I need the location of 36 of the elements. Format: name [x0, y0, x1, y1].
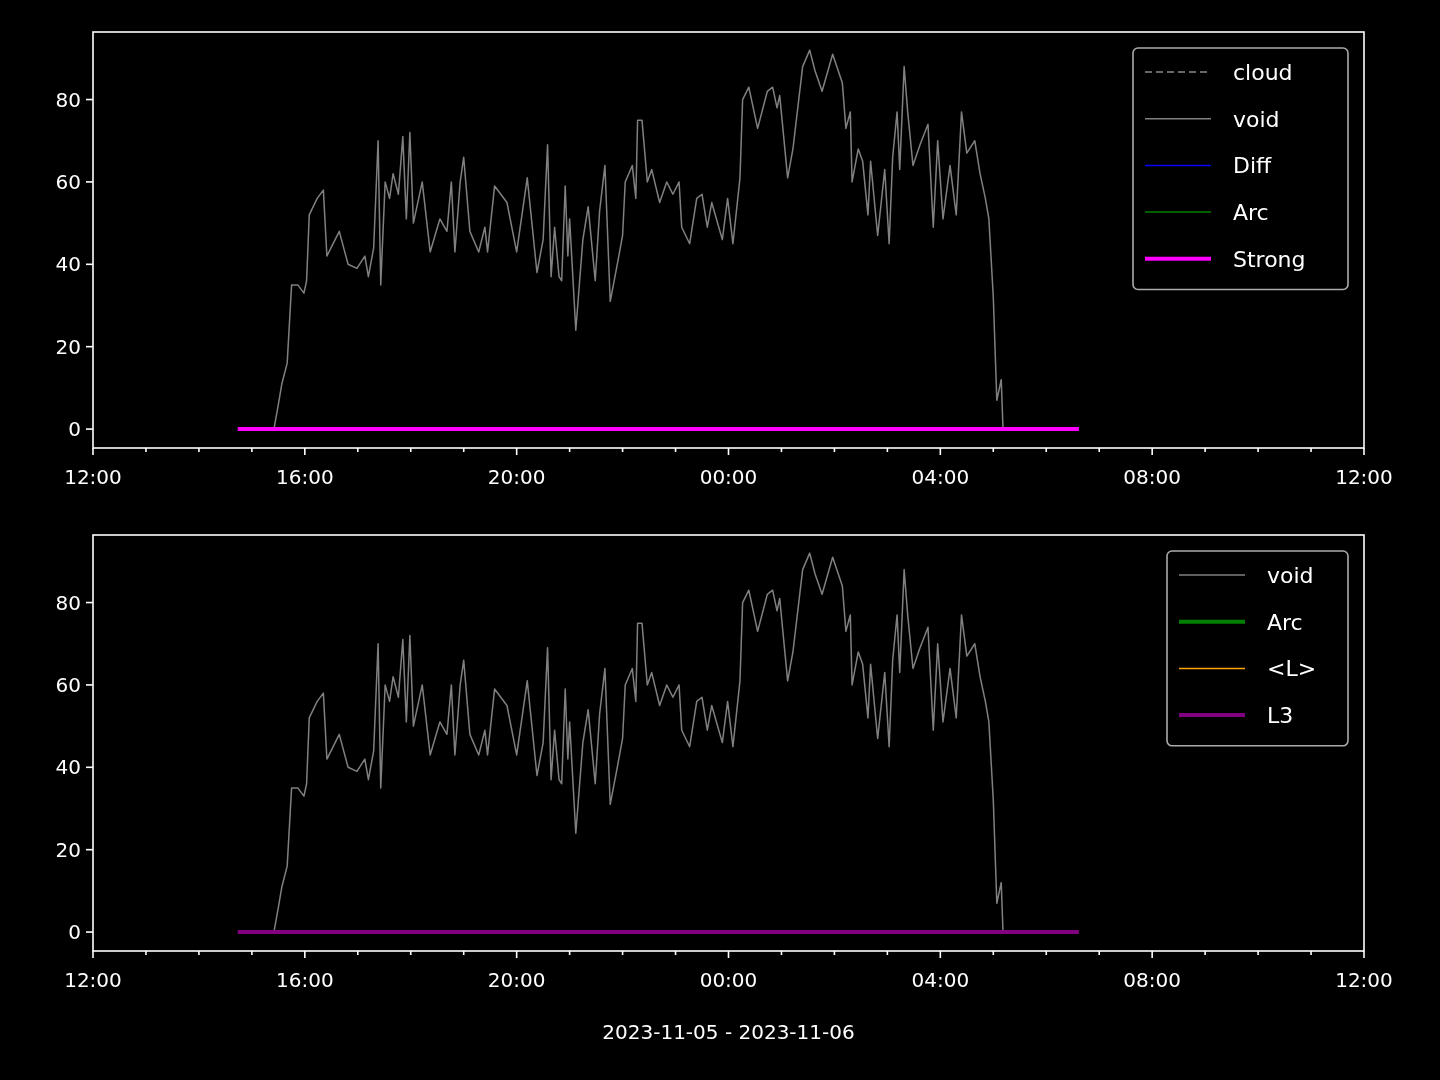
x-tick-label: 12:00 [64, 968, 122, 992]
x-tick-label: 20:00 [487, 465, 546, 489]
x-tick-label: 16:00 [276, 465, 334, 489]
x-tick-label: 08:00 [1123, 465, 1181, 489]
x-axis-title: 2023-11-05 - 2023-11-06 [602, 1020, 855, 1044]
y-tick-label: 80 [55, 87, 81, 112]
legend-label: void [1267, 563, 1314, 588]
legend-label: Arc [1233, 200, 1269, 226]
x-tick-label: 12:00 [1335, 465, 1393, 489]
y-tick-label: 0 [68, 920, 81, 945]
x-tick-label: 12:00 [1335, 968, 1393, 992]
y-tick-label: 60 [55, 169, 81, 194]
y-tick-label: 80 [55, 590, 81, 615]
y-tick-label: 40 [55, 755, 81, 780]
legend-label: Diff [1233, 153, 1273, 179]
x-tick-label: 20:00 [487, 968, 546, 992]
x-tick-label: 04:00 [911, 968, 970, 992]
x-tick-label: 04:00 [911, 465, 970, 489]
y-tick-label: 20 [55, 837, 81, 862]
line-series [273, 49, 1004, 430]
legend-label: cloud [1233, 60, 1293, 85]
x-tick-label: 00:00 [699, 465, 758, 489]
legend-label: Arc [1267, 609, 1303, 635]
y-tick-label: 60 [55, 672, 81, 697]
legend-label: Strong [1233, 246, 1306, 272]
x-tick-label: 16:00 [276, 968, 334, 992]
x-tick-label: 00:00 [699, 968, 758, 992]
y-tick-label: 20 [55, 334, 81, 359]
y-tick-label: 0 [68, 417, 81, 442]
x-tick-label: 08:00 [1123, 968, 1181, 992]
y-tick-label: 40 [55, 252, 81, 277]
legend-label: L3 [1267, 703, 1294, 729]
legend-label: <L> [1267, 656, 1317, 682]
x-tick-label: 12:00 [64, 465, 122, 489]
legend-label: void [1233, 106, 1280, 132]
line-series [273, 552, 1004, 933]
